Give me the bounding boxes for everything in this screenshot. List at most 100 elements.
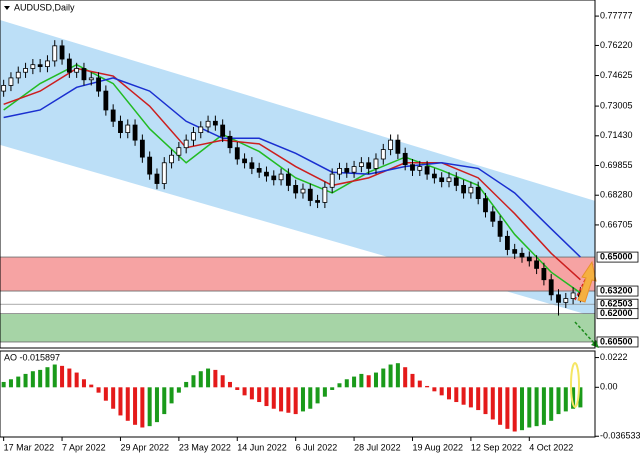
candle-body <box>52 45 58 62</box>
zone <box>0 313 595 343</box>
candle-body <box>548 279 554 296</box>
candle-body <box>388 139 393 150</box>
candle-body <box>497 220 503 237</box>
candle-body <box>176 147 182 156</box>
ao-bar <box>176 387 181 393</box>
ao-bar <box>322 387 327 397</box>
ao-bar <box>476 387 481 411</box>
y-tick-label: 0.73005 <box>600 100 633 110</box>
x-tick-label: 28 Jul 2022 <box>354 442 401 452</box>
candle-body <box>37 64 43 67</box>
ao-bar <box>264 387 269 407</box>
ao-bar <box>293 387 298 415</box>
candle-body <box>534 260 540 269</box>
candle-body <box>264 171 269 177</box>
candle-body <box>278 173 284 181</box>
x-tick-label: 4 Oct 2022 <box>529 442 573 452</box>
indicator-pane <box>1 363 583 432</box>
ao-bar <box>60 365 65 388</box>
ao-bar <box>67 368 72 388</box>
channel <box>0 19 595 317</box>
candle-body <box>439 177 445 183</box>
candle-body <box>139 139 145 158</box>
candle-body <box>526 256 532 262</box>
candle-body <box>380 149 386 160</box>
level-label: 0.63200 <box>600 285 633 295</box>
candle-body <box>315 200 320 203</box>
x-tick-label: 23 May 2022 <box>179 442 231 452</box>
candle-body <box>66 58 72 73</box>
ao-bar <box>74 372 79 388</box>
candle-body <box>132 124 138 141</box>
ao-bar <box>147 387 152 427</box>
ao-bar <box>213 369 218 388</box>
ao-bar <box>578 387 583 408</box>
x-tick-label: 29 Apr 2022 <box>120 442 169 452</box>
ao-bar <box>198 371 203 388</box>
ao-bar <box>366 375 371 388</box>
candle-body <box>431 173 437 179</box>
ao-bar <box>461 387 466 405</box>
ao-bar <box>549 387 554 421</box>
candle-body <box>212 120 218 126</box>
candle-body <box>15 71 21 79</box>
chart-title: AUDUSD,Daily <box>14 2 75 12</box>
ao-bar <box>30 371 35 388</box>
ao-bar <box>23 373 28 388</box>
ao-y-tick-label: -0.036533 <box>600 431 640 441</box>
candle-body <box>8 77 14 86</box>
ao-bar <box>140 387 145 428</box>
candle-body <box>519 252 525 258</box>
candle-body <box>322 186 328 203</box>
ao-bar <box>403 367 408 388</box>
ao-bar <box>8 379 13 388</box>
y-tick-label: 0.71430 <box>600 130 633 140</box>
candle-body <box>337 168 342 175</box>
candle-body <box>220 124 226 137</box>
candle-body <box>461 185 466 194</box>
ao-bar <box>534 387 539 427</box>
ao-bar <box>519 387 525 431</box>
candle-body <box>410 164 415 171</box>
candle-body <box>147 156 153 175</box>
ao-bar <box>498 387 503 425</box>
candle-body <box>59 45 65 60</box>
ao-bar <box>191 375 196 388</box>
level-label-box <box>596 285 639 297</box>
ao-bar <box>315 387 320 404</box>
x-tick-label: 7 Apr 2022 <box>62 442 106 452</box>
moving-average <box>3 63 581 294</box>
candle-body <box>512 249 518 254</box>
ao-bar <box>52 364 57 388</box>
ao-bar <box>388 364 393 388</box>
candle-body <box>96 77 101 92</box>
candle-body <box>271 175 277 181</box>
candle-body <box>373 158 379 169</box>
ao-bar <box>242 387 247 396</box>
x-tick-label: 12 Sep 2022 <box>471 442 522 452</box>
ao-bar <box>111 387 116 409</box>
ao-bar <box>89 384 94 388</box>
candle-body <box>483 198 488 213</box>
candle-body <box>504 235 510 250</box>
candle-body <box>23 68 28 73</box>
ao-bar <box>541 387 546 425</box>
ao-bar <box>81 379 86 388</box>
candle-body <box>205 120 211 128</box>
ao-bar <box>359 373 364 388</box>
ao-bar <box>483 387 488 415</box>
candle-body <box>424 166 430 175</box>
ao-bar <box>1 381 6 388</box>
ao-bar <box>184 381 189 388</box>
candle-body <box>563 298 569 303</box>
ao-bar <box>279 387 284 412</box>
ao-bar <box>118 387 123 416</box>
level-label-box <box>596 336 639 348</box>
candle-body <box>446 177 452 183</box>
ao-bar <box>308 387 313 409</box>
candle-body <box>249 162 255 169</box>
ao-bar <box>154 387 159 423</box>
candle-body <box>358 162 364 167</box>
ao-bar <box>96 387 101 393</box>
